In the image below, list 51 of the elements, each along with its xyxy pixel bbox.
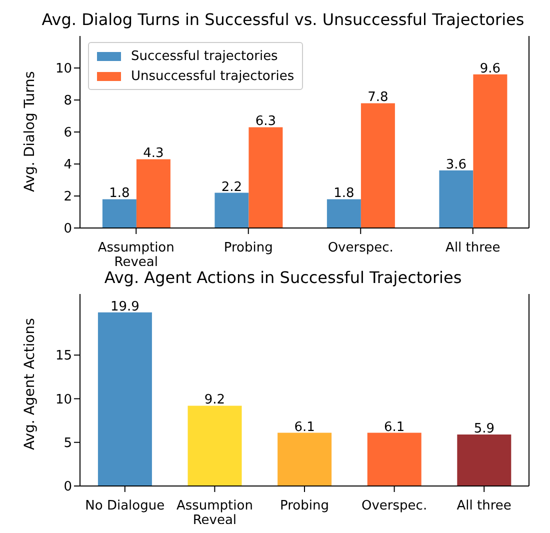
y-tick-label: 10	[55, 62, 72, 77]
bar	[326, 199, 361, 228]
x-tick-label: Probing	[224, 240, 273, 256]
chart-title: Avg. Dialog Turns in Successful vs. Unsuccessful Trajectories	[40, 9, 526, 31]
legend-label: Successful trajectories	[131, 48, 278, 64]
y-axis-title: Avg. Dialog Turns	[22, 71, 38, 192]
chart-title: Avg. Agent Actions in Successful Trajectories	[103, 267, 463, 289]
bar	[248, 127, 283, 228]
bar	[360, 103, 395, 228]
data-label: 1.8	[109, 186, 130, 202]
data-label: 6.3	[255, 114, 276, 130]
data-label: 1.8	[334, 186, 354, 202]
x-tick-label: Overspec.	[328, 240, 394, 256]
y-tick-label: 4	[64, 158, 72, 173]
x-tick-label: All three	[456, 498, 512, 514]
bar	[439, 170, 474, 228]
data-label: 2.2	[221, 180, 242, 195]
bar	[457, 434, 512, 486]
x-tick-label: All three	[446, 240, 500, 256]
data-label: 19.9	[110, 299, 140, 314]
bar	[98, 312, 152, 486]
y-tick-label: 0	[64, 222, 72, 237]
x-tick-label: Overspec.	[362, 498, 428, 514]
x-tick-label: Assumption Reveal	[98, 240, 174, 270]
y-tick-label: 6	[64, 126, 72, 141]
data-label: 6.1	[294, 420, 315, 435]
y-axis-title: Avg. Agent Actions	[22, 318, 38, 450]
data-label: 7.8	[368, 90, 388, 106]
y-tick-label: 10	[55, 392, 72, 408]
data-label: 3.6	[446, 157, 467, 172]
x-tick-label: Assumption Reveal	[176, 498, 253, 528]
bar	[188, 406, 242, 486]
data-label: 4.3	[143, 146, 164, 162]
bar	[278, 432, 332, 486]
bar	[136, 159, 170, 228]
legend-label: Unsuccessful trajectories	[131, 68, 294, 84]
data-label: 9.6	[480, 61, 501, 76]
y-tick-label: 2	[64, 190, 72, 205]
y-tick-label: 8	[64, 94, 72, 109]
y-tick-label: 15	[55, 348, 72, 364]
x-tick-label: Probing	[280, 498, 329, 514]
y-tick-label: 0	[64, 480, 72, 495]
bar	[473, 74, 508, 228]
bar	[214, 192, 249, 228]
data-label: 5.9	[474, 422, 495, 437]
x-tick-label: No Dialogue	[85, 498, 165, 514]
data-label: 6.1	[384, 420, 405, 435]
bar	[367, 432, 422, 486]
bar	[102, 199, 136, 228]
y-tick-label: 5	[64, 436, 72, 451]
data-label: 9.2	[204, 392, 226, 408]
